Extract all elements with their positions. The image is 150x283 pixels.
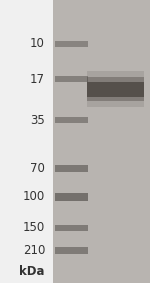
Bar xyxy=(55,193,88,201)
Bar xyxy=(55,117,88,123)
Bar xyxy=(0,0,52,283)
Text: 10: 10 xyxy=(30,37,45,50)
Bar xyxy=(87,72,144,107)
Text: kDa: kDa xyxy=(20,265,45,278)
Bar xyxy=(87,77,144,101)
Bar xyxy=(52,0,150,283)
Text: 100: 100 xyxy=(23,190,45,203)
Bar xyxy=(55,41,88,47)
Text: 150: 150 xyxy=(23,221,45,234)
Bar xyxy=(55,247,88,254)
Text: 210: 210 xyxy=(23,244,45,257)
Text: 70: 70 xyxy=(30,162,45,175)
Text: 17: 17 xyxy=(30,73,45,86)
Bar xyxy=(55,225,88,231)
Bar xyxy=(87,82,144,97)
Bar xyxy=(55,76,88,82)
Bar xyxy=(55,165,88,172)
Text: 35: 35 xyxy=(30,114,45,127)
